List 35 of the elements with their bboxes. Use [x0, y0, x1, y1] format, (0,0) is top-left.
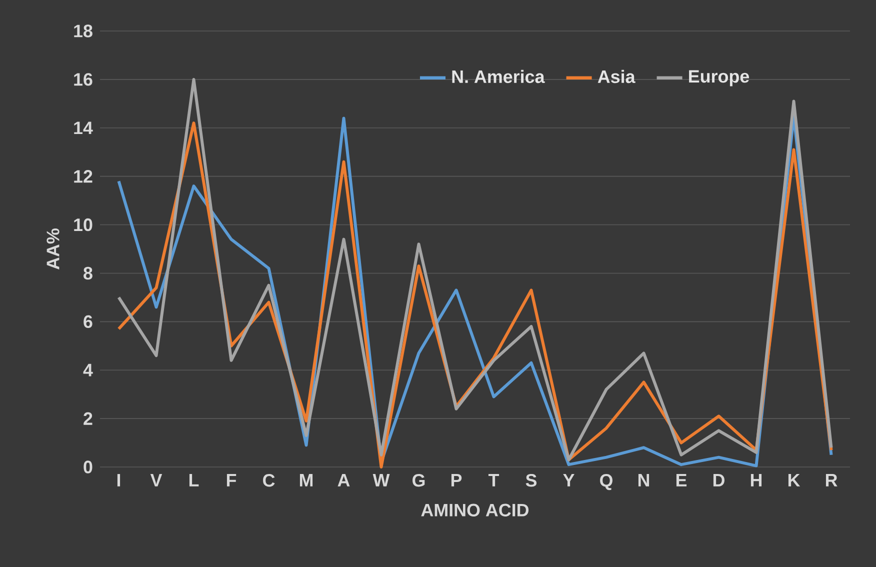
- x-tick-label: A: [338, 474, 350, 486]
- y-tick-label: 4: [83, 364, 93, 376]
- x-tick-label: L: [189, 474, 199, 486]
- legend-label: Europe: [689, 70, 750, 86]
- y-tick-label: 18: [74, 24, 92, 38]
- x-tick-label: C: [263, 474, 275, 487]
- x-tick-label: W: [372, 474, 390, 486]
- y-axis-title: AA%: [46, 228, 60, 270]
- y-tick-label: 14: [74, 122, 93, 134]
- x-tick-label: S: [526, 474, 537, 487]
- x-tick-label: N: [638, 474, 650, 486]
- x-tick-label: K: [788, 474, 800, 486]
- x-tick-label: Y: [563, 474, 574, 486]
- x-tick-label: I: [117, 474, 120, 486]
- x-axis-title: AMINO ACID: [421, 504, 529, 516]
- x-tick-label: D: [713, 474, 724, 486]
- y-tick-label: 2: [84, 412, 92, 425]
- y-tick-label: 8: [84, 266, 92, 280]
- legend-label: Asia: [598, 70, 636, 84]
- x-tick-label: M: [300, 474, 313, 486]
- x-tick-label: Q: [600, 474, 612, 490]
- x-tick-label: E: [676, 474, 687, 486]
- legend-label: N. America: [452, 70, 545, 84]
- y-tick-label: 6: [84, 315, 92, 328]
- y-tick-label: 12: [74, 170, 92, 183]
- x-tick-label: H: [750, 474, 762, 486]
- x-tick-label: R: [826, 474, 838, 486]
- x-tick-label: T: [488, 474, 500, 486]
- x-tick-label: V: [150, 474, 162, 486]
- y-tick-label: 16: [74, 73, 92, 86]
- x-tick-label: P: [451, 474, 462, 486]
- y-tick-label: 10: [74, 218, 92, 232]
- x-tick-label: G: [412, 474, 425, 487]
- x-tick-label: F: [226, 474, 236, 486]
- y-tick-label: 0: [84, 460, 92, 474]
